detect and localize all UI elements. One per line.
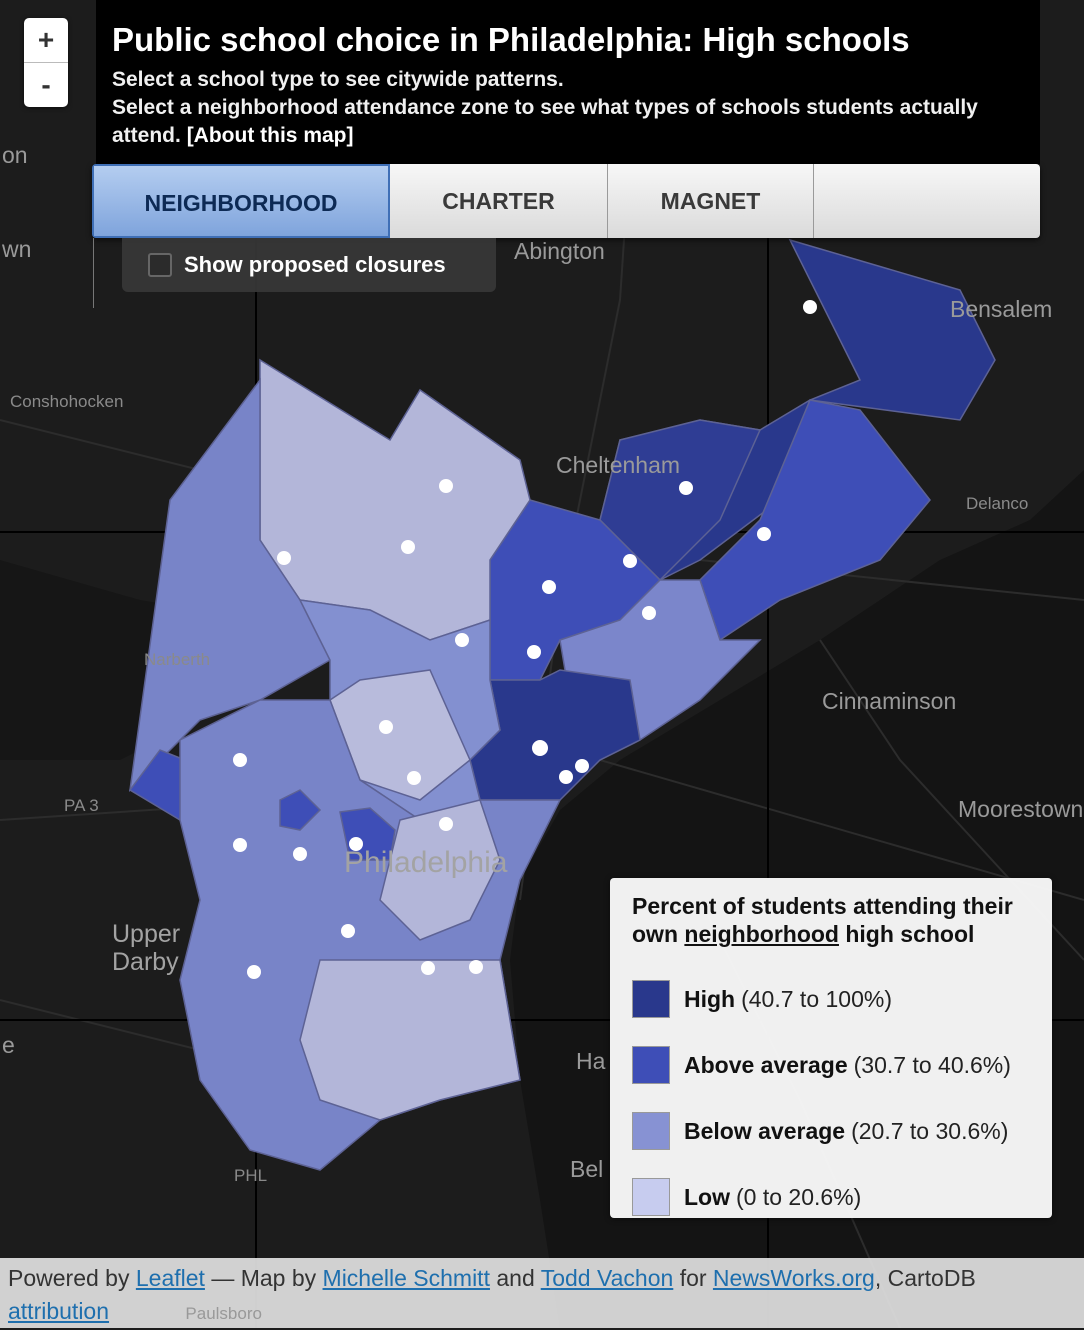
legend-range-high: (40.7 to 100%): [741, 985, 892, 1012]
instructions-line-1: Select a school type to see citywide pat…: [112, 68, 564, 91]
legend-title-pre: Percent of students attending their own: [632, 893, 1013, 947]
author2-link[interactable]: Todd Vachon: [540, 1265, 674, 1291]
leaflet-link[interactable]: Leaflet: [135, 1265, 205, 1291]
attribution-bar: Powered by Leaflet — Map by Michelle Sch…: [0, 1258, 1084, 1328]
legend-range-above: (30.7 to 40.6%): [853, 1051, 1011, 1078]
zone-east-above[interactable]: [699, 399, 931, 642]
closures-checkbox[interactable]: [148, 253, 172, 277]
divider-line: [93, 238, 94, 308]
newsworks-link[interactable]: NewsWorks.org: [712, 1265, 875, 1291]
zone-south-low-2[interactable]: [379, 799, 501, 941]
zoom-control: + -: [24, 18, 68, 107]
legend-title-underlined: neighborhood: [684, 921, 839, 947]
closures-toggle[interactable]: Show proposed closures: [122, 238, 496, 292]
legend-item-low: Low (0 to 20.6%): [632, 1164, 1034, 1230]
instructions-line-2: Select a neighborhood attendance zone to…: [112, 94, 1024, 150]
school-type-tabs: NEIGHBORHOOD CHARTER MAGNET: [92, 164, 1040, 238]
place-paulsboro: Paulsboro: [185, 1304, 262, 1323]
zoom-in-button[interactable]: +: [37, 24, 55, 55]
footer-cartodb: , CartoDB: [874, 1265, 976, 1291]
attendance-zones[interactable]: [128, 238, 996, 1171]
legend-item-below: Below average (20.7 to 30.6%): [632, 1098, 1034, 1164]
legend-swatch-low: [632, 1178, 670, 1216]
legend-swatch-high: [632, 980, 670, 1018]
map-header: Public school choice in Philadelphia: Hi…: [96, 0, 1040, 164]
footer-map-by: — Map by: [211, 1265, 317, 1291]
legend-range-low: (0 to 20.6%): [736, 1183, 862, 1210]
instructions-line-2-text: Select a neighborhood attendance zone to…: [112, 96, 978, 147]
tab-neighborhood[interactable]: NEIGHBORHOOD: [92, 164, 390, 238]
footer-powered: Powered by: [8, 1265, 130, 1291]
footer-for: for: [679, 1265, 707, 1291]
map-legend: Percent of students attending their own …: [610, 878, 1052, 1218]
zone-west-below[interactable]: [128, 377, 331, 793]
legend-item-high: High (40.7 to 100%): [632, 966, 1034, 1032]
zoom-out-button[interactable]: -: [24, 62, 68, 107]
legend-title-post: high school: [838, 921, 975, 947]
legend-name-above: Above average: [684, 1051, 848, 1078]
about-map-link[interactable]: [About this map]: [186, 124, 354, 147]
tab-magnet[interactable]: MAGNET: [608, 164, 814, 238]
attribution-link[interactable]: attribution: [8, 1298, 110, 1324]
author1-link[interactable]: Michelle Schmitt: [322, 1265, 490, 1291]
closures-label: Show proposed closures: [184, 252, 446, 277]
tab-charter[interactable]: CHARTER: [390, 164, 608, 238]
zone-pocket-above-1[interactable]: [279, 789, 322, 831]
legend-swatch-above: [632, 1046, 670, 1084]
footer-and: and: [496, 1265, 535, 1291]
map-title: Public school choice in Philadelphia: Hi…: [112, 21, 910, 58]
zone-south-low[interactable]: [299, 959, 521, 1121]
legend-name-low: Low: [684, 1183, 730, 1210]
legend-name-below: Below average: [684, 1117, 846, 1144]
legend-name-high: High: [684, 985, 736, 1012]
tab-empty[interactable]: [814, 164, 1040, 238]
legend-title: Percent of students attending their own …: [632, 892, 1034, 948]
legend-item-above: Above average (30.7 to 40.6%): [632, 1032, 1034, 1098]
legend-swatch-below: [632, 1112, 670, 1150]
school-points[interactable]: [233, 300, 817, 979]
legend-range-below: (20.7 to 30.6%): [851, 1117, 1009, 1144]
